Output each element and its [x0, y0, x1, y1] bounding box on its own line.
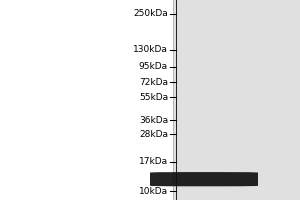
Text: 55kDa: 55kDa — [139, 93, 168, 102]
Text: 17kDa: 17kDa — [139, 157, 168, 166]
Bar — [174, 0, 300, 200]
Text: 95kDa: 95kDa — [139, 62, 168, 71]
Text: 28kDa: 28kDa — [139, 130, 168, 139]
Text: 72kDa: 72kDa — [139, 78, 168, 87]
Text: 10kDa: 10kDa — [139, 187, 168, 196]
Text: 130kDa: 130kDa — [133, 45, 168, 54]
FancyBboxPatch shape — [150, 172, 258, 186]
Text: 36kDa: 36kDa — [139, 116, 168, 125]
Text: 250kDa: 250kDa — [133, 9, 168, 18]
Bar — [172, 0, 300, 200]
